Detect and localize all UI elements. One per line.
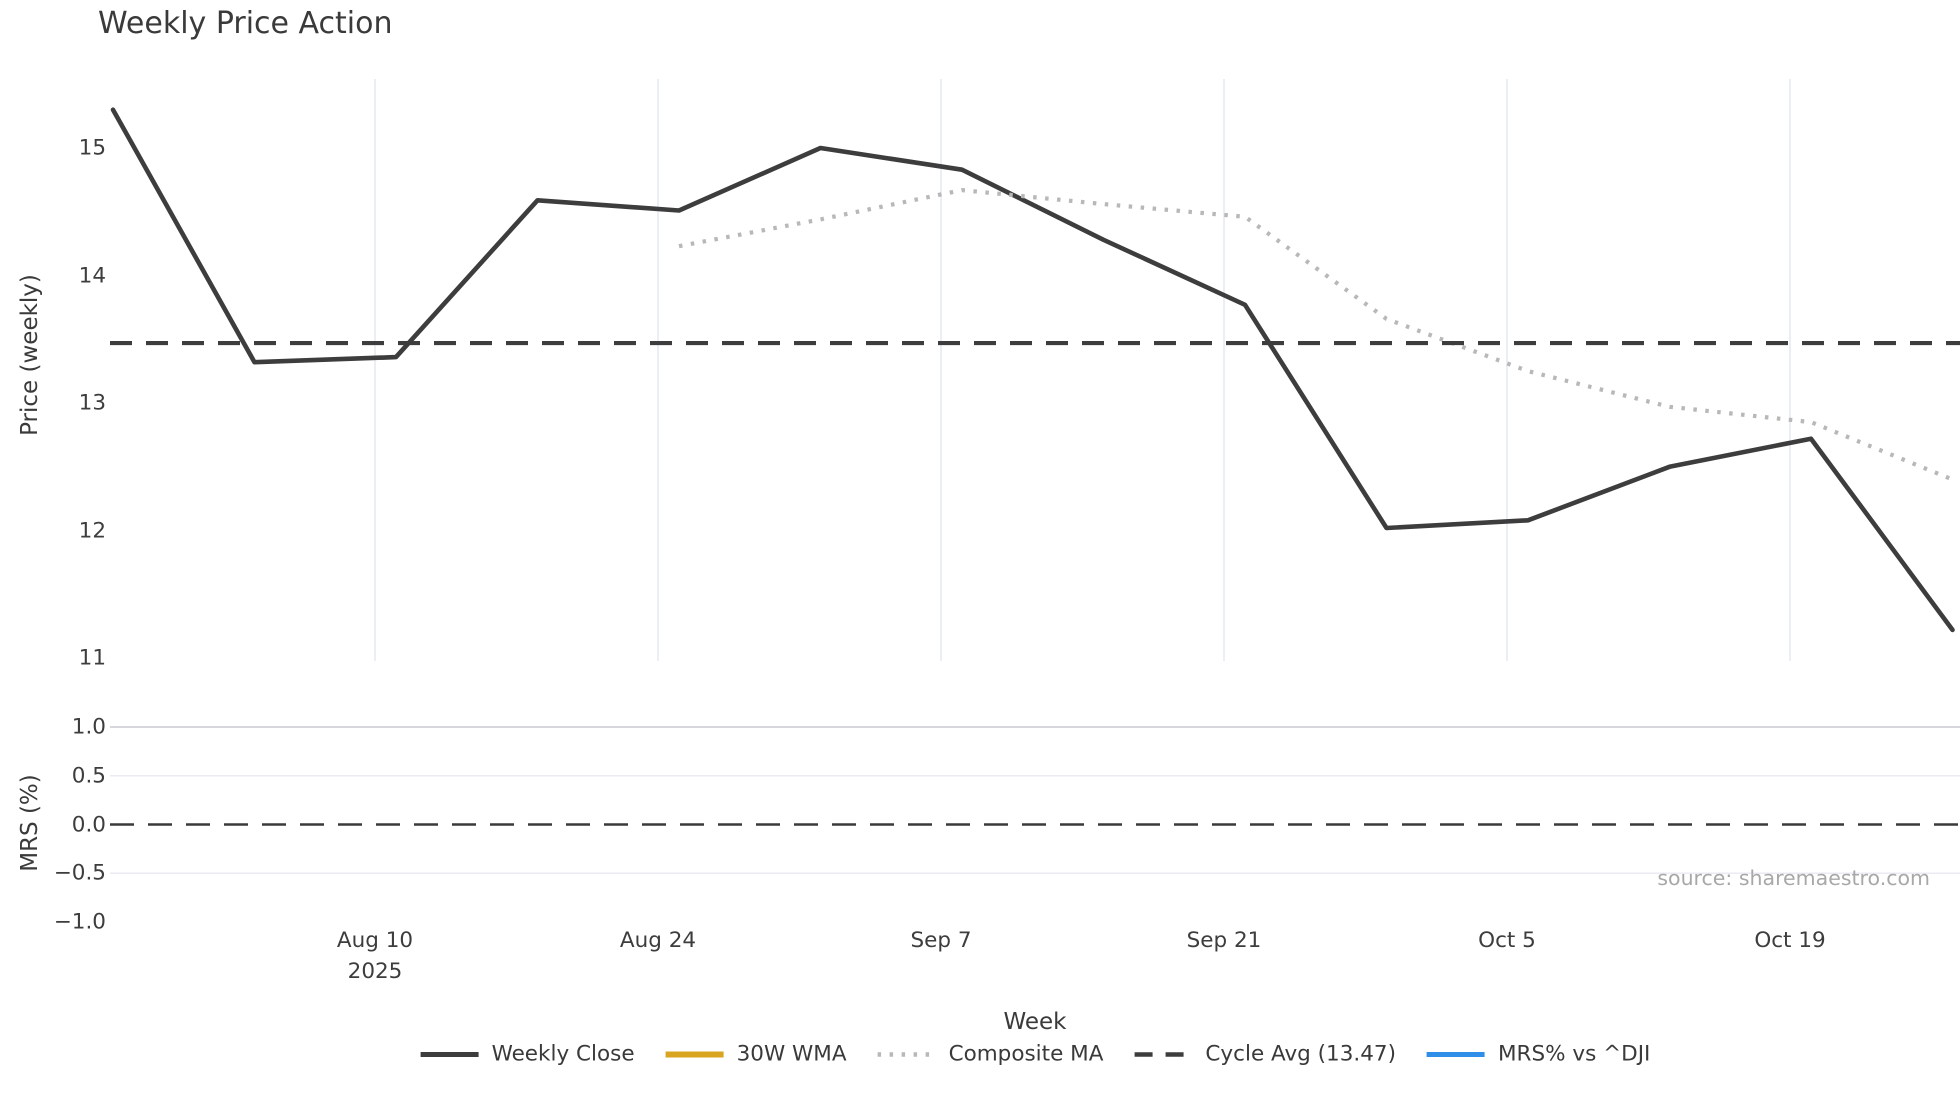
legend-swatch-30w-wma-icon [665,1051,724,1057]
price-ytick-label: 11 [78,645,106,671]
price-ytick-label: 14 [78,263,106,288]
x-tick-label: Sep 7 [910,928,972,953]
legend-swatch-mrs-vs-dji-icon [1426,1051,1485,1057]
mrs-ytick-label: 0.5 [71,763,106,789]
weekly-close-line [110,107,1955,633]
mrs-axis-label: MRS (%) [17,774,43,872]
mrs-ytick-label: −0.5 [53,860,106,886]
legend-swatch-weekly-close-icon [420,1051,479,1057]
legend-label: 30W WMA [736,1041,847,1067]
legend-label: Weekly Close [491,1041,635,1067]
legend-label: MRS% vs ^DJI [1497,1041,1651,1067]
x-tick-label: Sep 21 [1186,928,1262,953]
legend: Weekly Close 30W WMA Composite MA Cycle Avg… [420,1041,1650,1067]
mrs-ytick-label: 1.0 [71,714,106,740]
x-tick-year-label: 2025 [347,959,403,984]
legend-swatch-cycle-avg-13-47--icon [1134,1051,1193,1057]
x-axis-label: Week [1003,1009,1067,1035]
legend-item: MRS% vs ^DJI [1426,1042,1650,1067]
x-tick-label: Aug 24 [619,928,697,953]
mrs-ytick-label: 0.0 [71,812,106,837]
x-tick-label: Oct 5 [1478,928,1536,953]
legend-item: 30W WMA [665,1042,847,1067]
legend-item: Weekly Close [420,1042,635,1067]
legend-swatch-composite-ma-icon [877,1051,936,1057]
legend-label: Composite MA [948,1041,1104,1067]
price-ytick-label: 15 [78,135,106,161]
price-axis-label: Price (weekly) [17,274,43,436]
chart-title: Weekly Price Action [98,6,393,41]
price-ytick-label: 12 [78,518,106,543]
legend-item: Composite MA [877,1041,1104,1067]
mrs-ytick-label: −1.0 [53,909,106,935]
x-tick-label: Oct 19 [1754,928,1826,953]
price-ytick-label: 13 [78,390,106,416]
legend-label: Cycle Avg (13.47) [1205,1041,1396,1067]
source-note: source: sharemaestro.com [1657,866,1930,890]
legend-item: Cycle Avg (13.47) [1133,1042,1396,1067]
x-tick-label: Aug 10 2025 [337,925,413,987]
composite-ma-line [678,188,1954,482]
